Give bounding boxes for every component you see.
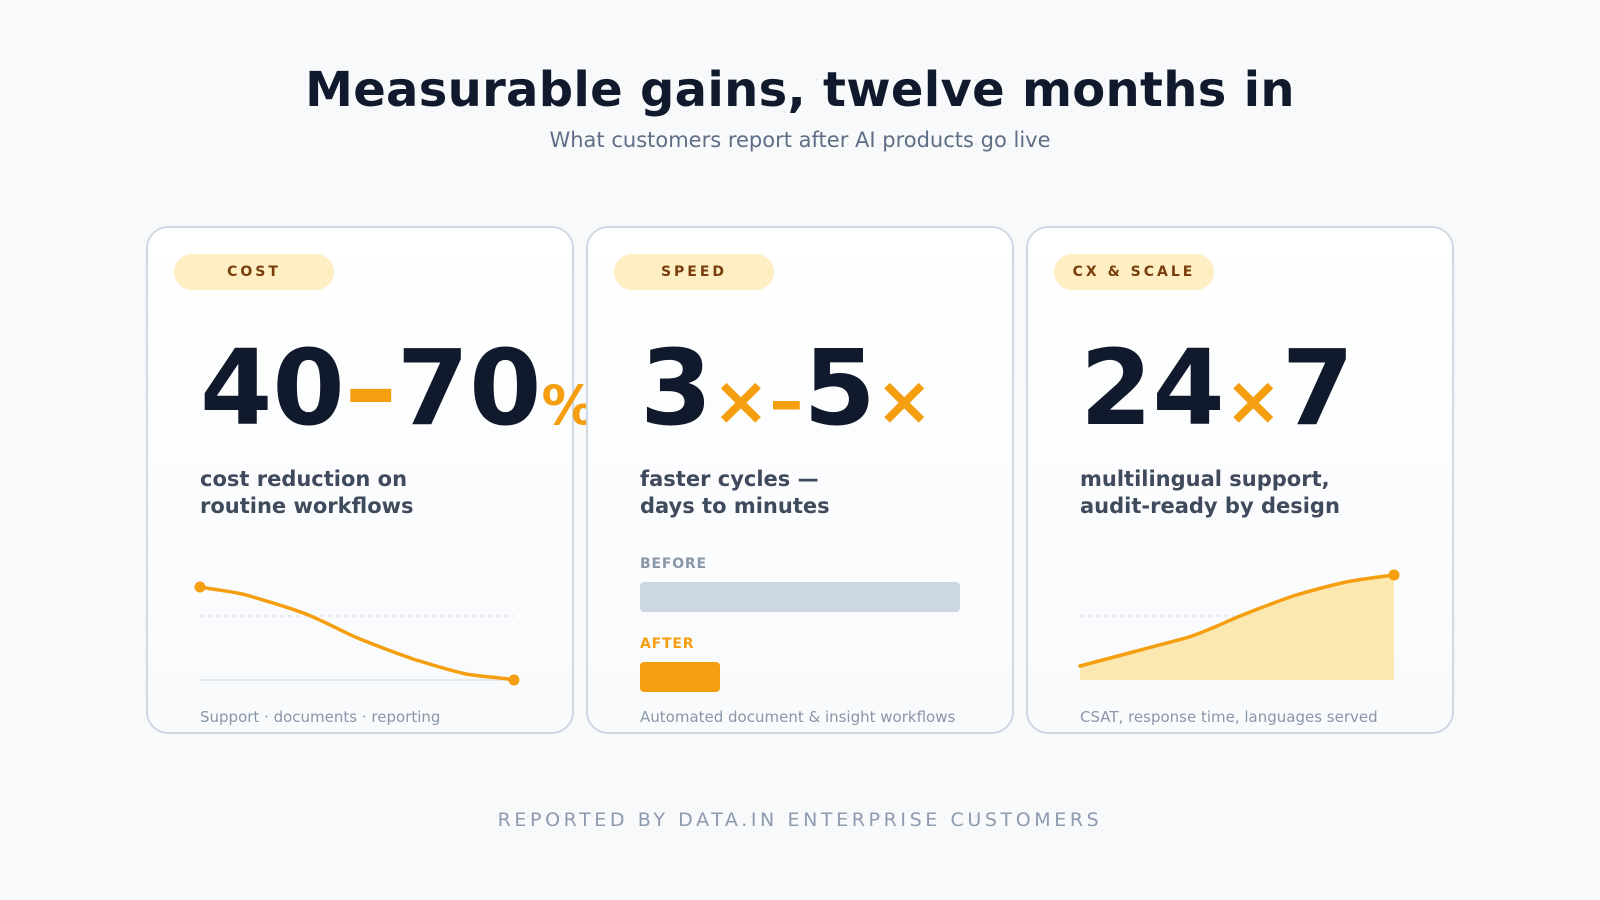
cost-metric: 40–70%: [200, 336, 596, 440]
cx-scale-metric: 24×7: [1080, 336, 1354, 440]
trend-start-point: [194, 581, 206, 593]
speed-card: SPEED 3×–5× faster cycles — days to minu…: [586, 226, 1014, 734]
cost-trend-chart: [194, 581, 520, 686]
speed-metric-to: 5: [803, 327, 876, 449]
cost-metric-to: 70: [396, 327, 542, 449]
cx-metric-to: 7: [1281, 327, 1355, 449]
before-bar: [640, 582, 960, 612]
after-bar: [640, 662, 720, 692]
speed-metric-separator: –: [769, 362, 804, 441]
cost-description: cost reduction on routine workflows: [200, 466, 540, 520]
page-subtitle: What customers report after AI products …: [549, 128, 1051, 152]
trend-end-point: [1388, 569, 1400, 581]
cx-scale-card: CX & SCALE 24×7 multilingual support, au…: [1026, 226, 1454, 734]
after-label: AFTER: [640, 636, 695, 652]
cost-description-line: cost reduction on: [200, 467, 408, 491]
cost-tag: COST: [174, 254, 334, 290]
cx-trend-line: [1078, 573, 1396, 668]
cost-caption: Support · documents · reporting: [200, 708, 441, 726]
cx-description-line: multilingual support,: [1080, 467, 1330, 491]
before-label: BEFORE: [640, 556, 707, 572]
speed-metric: 3×–5×: [640, 336, 933, 440]
cx-description-line: audit-ready by design: [1080, 494, 1340, 518]
speed-description-line: faster cycles —: [640, 467, 819, 491]
cx-trend-area: [1080, 575, 1394, 680]
cx-metric-separator: ×: [1224, 362, 1282, 441]
speed-metric-from-unit: ×: [712, 362, 770, 441]
speed-metric-to-unit: ×: [875, 362, 933, 441]
cost-trend-line: [198, 585, 516, 682]
cx-metric-from: 24: [1080, 327, 1225, 449]
cost-metric-separator: –: [344, 327, 397, 449]
page-title: Measurable gains, twelve months in: [305, 62, 1295, 118]
speed-description-line: days to minutes: [640, 494, 830, 518]
speed-tag: SPEED: [614, 254, 774, 290]
speed-metric-from: 3: [640, 327, 713, 449]
cx-trend-chart: [1078, 569, 1400, 680]
cost-description-line: routine workflows: [200, 494, 414, 518]
footer-note: REPORTED BY DATA.IN ENTERPRISE CUSTOMERS: [497, 809, 1103, 831]
trend-end-point: [508, 674, 520, 686]
speed-description: faster cycles — days to minutes: [640, 466, 980, 520]
cost-card: COST 40–70% cost reduction on routine wo…: [146, 226, 596, 734]
cost-metric-from: 40: [200, 327, 345, 449]
cx-scale-description: multilingual support, audit-ready by des…: [1080, 466, 1420, 520]
cx-scale-caption: CSAT, response time, languages served: [1080, 708, 1378, 726]
speed-caption: Automated document & insight workflows: [640, 708, 956, 726]
cx-scale-tag: CX & SCALE: [1054, 254, 1214, 290]
